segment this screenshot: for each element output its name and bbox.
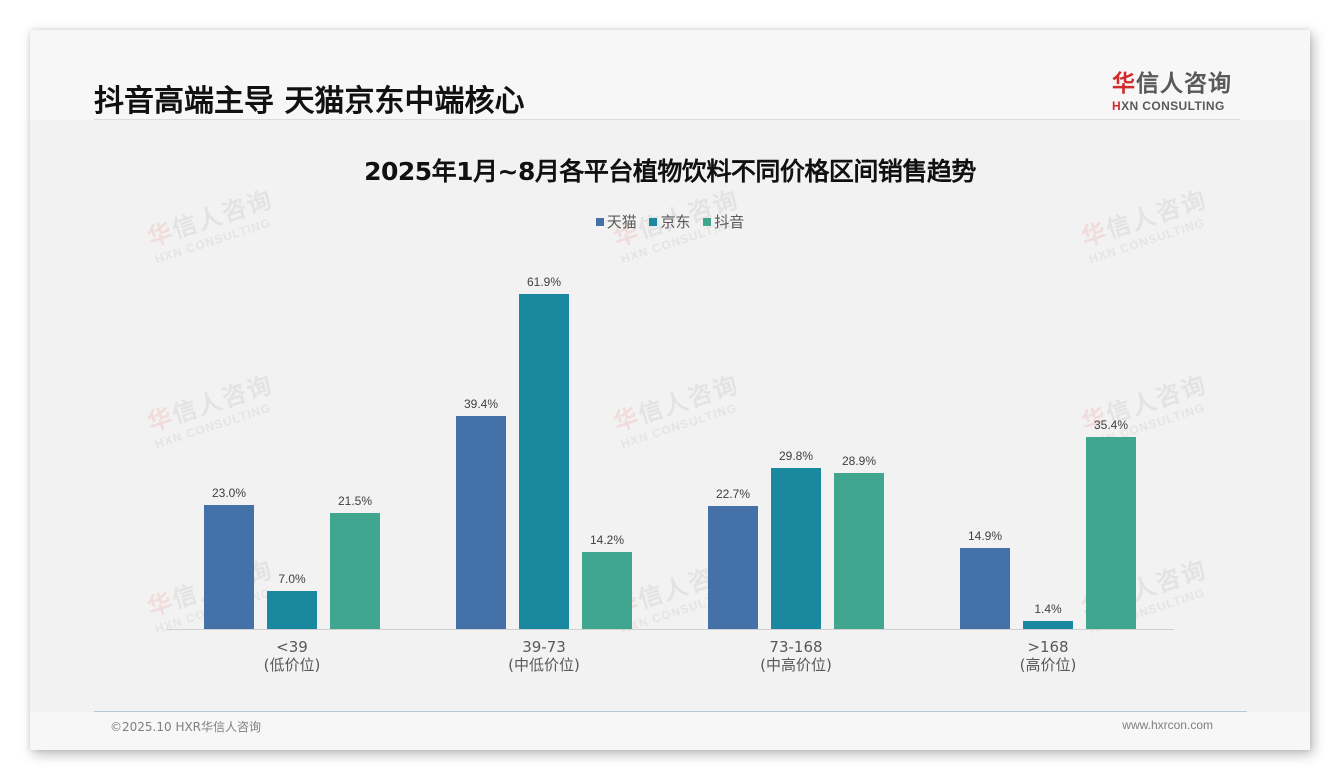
data-label: 22.7%: [715, 487, 751, 501]
chart-title: 2025年1月~8月各平台植物饮料不同价格区间销售趋势: [364, 157, 976, 186]
bar-jd-2: [771, 468, 821, 629]
data-label: 28.9%: [841, 454, 877, 468]
chart-legend: 天猫 京东 抖音: [30, 211, 1310, 232]
footer-website: www.hxrcon.com: [1122, 718, 1213, 732]
legend-swatch-tmall: [595, 217, 604, 226]
logo-cn: 华信人咨询: [1112, 64, 1242, 98]
legend-label: 抖音: [714, 213, 745, 231]
bar-tmall-2: [708, 506, 758, 629]
x-axis-category-label: 73-168 (中高价位): [716, 638, 876, 674]
legend-label: 京东: [660, 213, 691, 231]
bar-douyin-3: [1086, 437, 1136, 629]
data-label: 14.9%: [967, 529, 1003, 543]
bar-douyin-2: [834, 473, 884, 629]
category-range: >168: [1027, 638, 1069, 656]
data-label: 7.0%: [278, 572, 306, 586]
category-tier: (中低价位): [508, 656, 580, 674]
legend-item-douyin: 抖音: [703, 211, 744, 232]
legend-label: 天猫: [606, 213, 637, 231]
x-axis-category-label: 39-73 (中低价位): [464, 638, 624, 674]
data-label: 29.8%: [778, 449, 814, 463]
data-label: 61.9%: [526, 275, 562, 289]
logo-text: 信人咨询: [1136, 71, 1232, 97]
logo-mark: 华: [1112, 71, 1136, 97]
category-tier: (中高价位): [760, 656, 832, 674]
footer: [30, 712, 1310, 750]
brand-logo: 华信人咨询 HXN CONSULTING: [1112, 64, 1242, 113]
bar-tmall-0: [204, 505, 254, 629]
data-label: 39.4%: [463, 397, 499, 411]
category-range: 39-73: [522, 638, 566, 656]
data-label: 35.4%: [1093, 418, 1129, 432]
legend-swatch-jd: [649, 217, 658, 226]
footer-copyright: ©2025.10 HXR华信人咨询: [110, 720, 262, 734]
x-axis-category-label: <39 (低价位): [212, 638, 372, 674]
legend-item-tmall: 天猫: [595, 211, 637, 232]
bar-douyin-0: [330, 513, 380, 629]
logo-en-text: XN CONSULTING: [1121, 99, 1225, 113]
data-label: 14.2%: [589, 533, 625, 547]
logo-en-mark: H: [1112, 99, 1122, 113]
x-axis-category-label: >168 (高价位): [968, 638, 1128, 674]
bar-tmall-1: [456, 416, 506, 629]
footer-divider: [94, 711, 1247, 712]
category-tier: (低价位): [263, 656, 321, 674]
logo-en: HXN CONSULTING: [1112, 99, 1242, 113]
data-label: 1.4%: [1034, 602, 1062, 616]
bar-jd-3: [1023, 621, 1073, 629]
category-range: 73-168: [769, 638, 823, 656]
category-tier: (高价位): [1019, 656, 1077, 674]
bar-jd-1: [519, 294, 569, 629]
bar-jd-0: [267, 591, 317, 629]
data-label: 23.0%: [211, 486, 247, 500]
legend-item-jd: 京东: [649, 211, 691, 232]
slide-header: [30, 30, 1310, 120]
bar-tmall-3: [960, 548, 1010, 629]
category-range: <39: [276, 638, 308, 656]
legend-swatch-douyin: [703, 217, 712, 226]
header-divider: [94, 119, 1240, 120]
page-title: 抖音高端主导 天猫京东中端核心: [94, 84, 525, 119]
chart-plot-area: 23.0% 7.0% 21.5% <39 (低价位) 39.4% 61.9% 14.2% 39-…: [30, 30, 1310, 750]
data-label: 21.5%: [337, 494, 373, 508]
slide: 抖音高端主导 天猫京东中端核心 华信人咨询 HXN CONSULTING 华信人…: [30, 30, 1310, 750]
bar-douyin-1: [582, 552, 632, 629]
x-axis-line: [166, 629, 1174, 630]
